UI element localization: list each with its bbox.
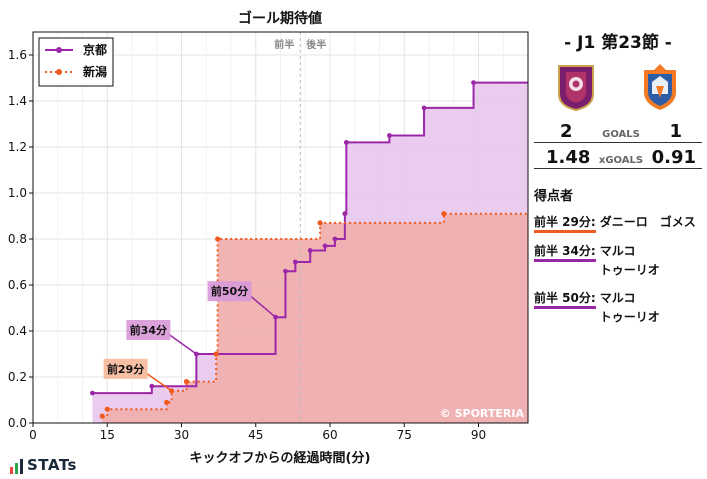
goals-row: 2 GOALS 1 (534, 121, 702, 143)
away-goals: 1 (669, 121, 682, 142)
y-tick-label: 0.0 (8, 416, 27, 430)
y-tick-label: 1.0 (8, 186, 27, 200)
data-point (90, 390, 95, 396)
annotation-label: 前29分 (107, 362, 144, 376)
scorer-name: ダニーロ ゴメス (599, 215, 696, 229)
scorer-time: 前半 29分: (534, 213, 596, 233)
data-point (215, 236, 221, 242)
data-point (471, 80, 476, 85)
match-panel: - J1 第23節 - 2 GOALS 1 1.48 xGOALS 0.91 得… (534, 22, 702, 327)
y-tick-label: 1.6 (8, 48, 27, 62)
plot-frame (32, 31, 529, 424)
annotation-box (207, 281, 252, 302)
scorer-name: マルコ トゥーリオ (599, 291, 660, 324)
data-point (421, 105, 427, 111)
brand-name: STATs (27, 456, 77, 474)
series-line-niigata (102, 212, 528, 418)
data-point (322, 243, 328, 249)
legend-swatch-marker (56, 47, 62, 53)
legend-label: 新潟 (83, 64, 107, 79)
y-tick-label: 0.2 (8, 370, 27, 384)
scorer-row: 前半 50分: マルコ トゥーリオ (534, 289, 702, 327)
stats-logo: STATs (10, 456, 77, 474)
xgoals-row: 1.48 xGOALS 0.91 (534, 147, 702, 169)
annotation-leader (167, 333, 197, 355)
team-crests (534, 59, 702, 115)
legend-box (38, 37, 114, 87)
niigata-crest-icon (644, 64, 676, 110)
second-half-label: 後半 (306, 38, 326, 51)
data-point (317, 220, 323, 226)
watermark-text: © SPORTERIA (440, 407, 525, 420)
annotation-leader (145, 372, 173, 392)
x-tick-label: 90 (471, 428, 486, 442)
annotation-leader (249, 294, 277, 318)
x-tick-label: 45 (248, 428, 263, 442)
annotation-box (103, 358, 148, 379)
data-point (164, 399, 170, 405)
scorer-name: マルコ トゥーリオ (599, 244, 660, 277)
bars-icon (10, 459, 23, 474)
kyoto-crest-icon (558, 65, 594, 112)
x-tick-label: 75 (397, 428, 412, 442)
area-overlap (102, 213, 528, 423)
data-point (342, 211, 348, 217)
first-half-label: 前半 (274, 38, 294, 51)
data-point (213, 351, 219, 357)
y-tick-label: 0.8 (8, 232, 27, 246)
data-point (283, 268, 288, 274)
annotation-box (126, 320, 171, 340)
match-title: - J1 第23節 - (564, 33, 672, 53)
x-tick-label: 15 (100, 428, 115, 442)
scorer-row: 前半 34分: マルコ トゥーリオ (534, 242, 702, 280)
data-point (99, 413, 105, 419)
legend-swatch-marker (56, 69, 62, 75)
y-tick-label: 0.4 (8, 324, 27, 338)
away-xg: 0.91 (651, 147, 696, 168)
y-tick-label: 1.4 (8, 94, 27, 108)
x-tick-label: 30 (174, 428, 189, 442)
data-point (183, 379, 190, 385)
x-tick-label: 60 (322, 428, 337, 442)
data-point (441, 211, 447, 217)
y-tick-label: 1.2 (8, 140, 27, 154)
home-goals: 2 (560, 121, 573, 142)
x-axis-label: キックオフからの経過時間(分) (189, 451, 371, 466)
scorer-row: 前半 29分: ダニーロ ゴメス (534, 213, 702, 233)
scorer-time: 前半 34分: (534, 242, 596, 262)
goals-label: GOALS (602, 129, 640, 140)
data-point (149, 383, 155, 389)
xgoals-label: xGOALS (598, 155, 644, 166)
chart-title: ゴール期待値 (238, 11, 322, 27)
data-point (387, 133, 392, 138)
data-point (104, 406, 110, 412)
annotation-label: 前34分 (130, 323, 167, 337)
x-tick-label: 0 (29, 428, 37, 442)
annotation-label: 前50分 (211, 284, 248, 298)
legend-label: 京都 (83, 42, 107, 57)
data-point (292, 259, 298, 265)
data-point (307, 248, 313, 253)
scorers-list: 前半 29分: ダニーロ ゴメス 前半 34分: マルコ トゥーリオ 前半 50分: マル… (534, 213, 702, 327)
home-xg: 1.48 (546, 147, 591, 168)
scorer-time: 前半 50分: (534, 289, 596, 309)
scorers-title: 得点者 (534, 189, 574, 204)
y-tick-label: 0.6 (8, 278, 27, 292)
data-point (332, 236, 338, 242)
data-point (343, 140, 349, 145)
